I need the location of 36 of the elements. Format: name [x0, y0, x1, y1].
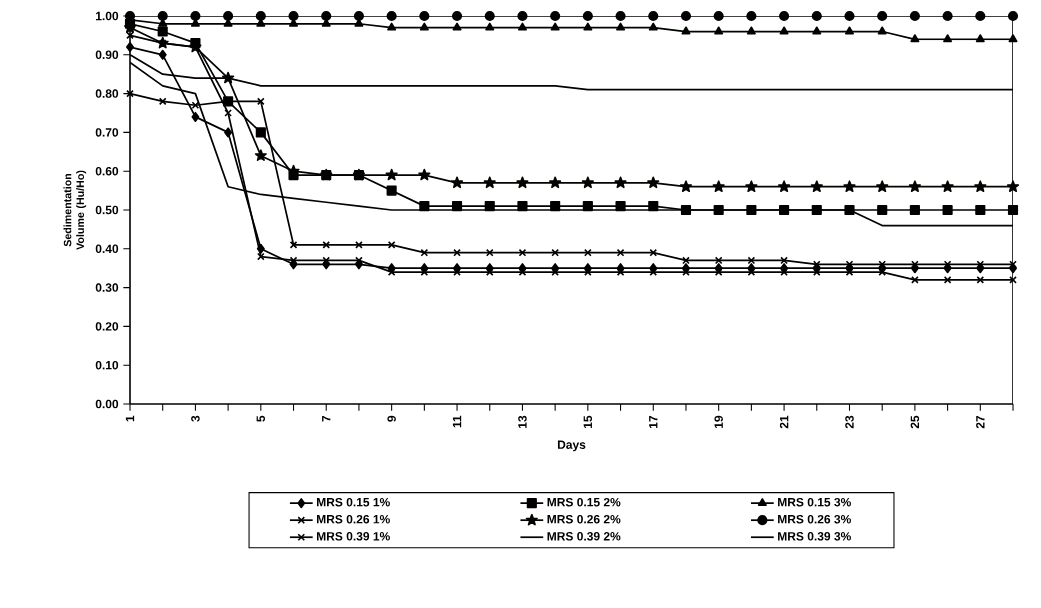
x-tick-label: 1 [125, 415, 135, 422]
legend-label: MRS 0.39 2% [547, 532, 621, 541]
legend-label: MRS 0.26 3% [778, 514, 851, 524]
x-tick-label: 7 [322, 415, 331, 422]
legend-label: MRS 0.15 2% [547, 497, 621, 507]
x-axis-title: Days [557, 440, 586, 452]
x-tick-label: 3 [191, 415, 200, 422]
y-tick-label: 0.60 [95, 166, 119, 176]
legend-label: MRS 0.26 2% [547, 514, 621, 524]
y-tick-label: 0.50 [95, 205, 119, 215]
x-tick-label: 17 [649, 415, 658, 428]
legend-label: MRS 0.26 1% [317, 514, 390, 524]
y-tick-label: 0.80 [95, 89, 119, 98]
y-tick-label: 1.00 [96, 11, 119, 21]
y-tick-label: 0.20 [95, 322, 119, 331]
y-tick-label: 0.40 [95, 244, 119, 254]
y-tick-label: 0.10 [95, 360, 119, 370]
legend-label: MRS 0.39 1% [317, 532, 390, 541]
x-tick-label: 19 [714, 415, 723, 428]
y-tick-label: 0.90 [95, 50, 119, 60]
x-tick-label: 13 [518, 415, 527, 428]
legend-label: MRS 0.39 3% [778, 532, 851, 541]
y-axis-title: Sedimentation Volume (Hu/Ho) [63, 170, 87, 250]
y-tick-label: 0.00 [95, 399, 119, 409]
legend-label: MRS 0.15 3% [778, 497, 851, 507]
x-tick-label: 11 [452, 415, 462, 428]
legend-label: MRS 0.15 1% [317, 497, 390, 507]
y-tick-label: 0.30 [95, 283, 119, 292]
x-tick-label: 9 [387, 415, 396, 422]
x-tick-label: 27 [976, 415, 985, 429]
x-tick-label: 23 [845, 415, 854, 429]
y-tick-label: 0.70 [95, 128, 119, 137]
x-tick-label: 5 [256, 415, 266, 422]
x-tick-label: 15 [583, 415, 593, 428]
x-tick-label: 21 [779, 415, 789, 429]
x-tick-label: 25 [910, 415, 920, 429]
